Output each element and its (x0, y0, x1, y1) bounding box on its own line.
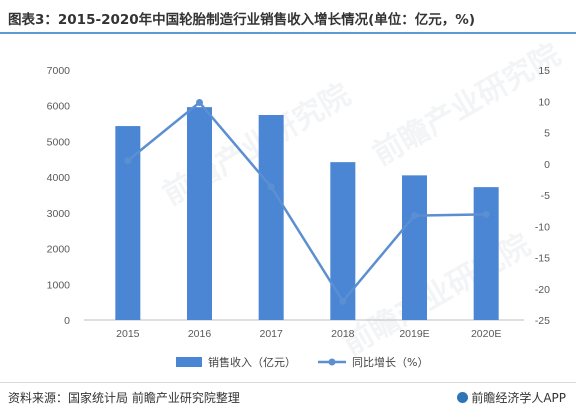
left-axis-tick-label: 6000 (47, 101, 71, 113)
bar-sales-revenue (330, 162, 356, 320)
right-axis-tick-label: -10 (535, 221, 550, 233)
x-axis-tick-label: 2018 (331, 328, 355, 340)
x-axis-tick-label: 2016 (188, 328, 212, 340)
bar-sales-revenue (258, 115, 284, 320)
footer-divider (0, 382, 576, 383)
chart-title: 图表3：2015-2020年中国轮胎制造行业销售收入增长情况(单位：亿元，%) (8, 12, 476, 28)
left-axis-tick-label: 3000 (47, 208, 71, 220)
title-underline (0, 32, 576, 34)
right-axis-tick-label: 0 (544, 159, 550, 171)
legend-line-marker (328, 358, 336, 366)
x-axis-tick-label: 2015 (116, 328, 140, 340)
left-axis-tick-label: 0 (64, 315, 70, 327)
brand-credit: 前瞻经济学人APP (457, 389, 566, 406)
right-axis-tick-label: 15 (538, 65, 550, 77)
bar-sales-revenue (115, 126, 141, 320)
right-axis-tick-label: -25 (535, 315, 550, 327)
brand-logo-icon (457, 392, 469, 403)
bar-sales-revenue (473, 187, 499, 320)
growth-rate-point (339, 297, 347, 305)
growth-rate-point (196, 99, 203, 106)
left-axis-tick-label: 1000 (47, 279, 71, 291)
left-axis-tick-label: 7000 (47, 65, 71, 77)
right-axis-tick-label: -20 (535, 284, 550, 296)
legend-bar-swatch (176, 357, 202, 367)
x-axis-tick-label: 2019E (399, 328, 429, 340)
right-axis-tick-label: 5 (544, 128, 550, 140)
bar-sales-revenue (402, 175, 427, 320)
source-note: 资料来源：国家统计局 前瞻产业研究院整理 (8, 391, 240, 405)
growth-rate-line (127, 100, 487, 304)
growth-rate-point (482, 210, 490, 218)
left-axis-tick-label: 5000 (47, 136, 71, 148)
x-axis-tick-label: 2017 (259, 328, 283, 340)
legend-line-label: 同比增长（%） (352, 355, 428, 369)
growth-rate-point (411, 212, 418, 220)
left-axis-tick-label: 4000 (47, 172, 71, 184)
right-axis-tick-label: -5 (541, 190, 550, 202)
right-axis-tick-label: -15 (535, 253, 550, 265)
growth-rate-point (124, 157, 132, 165)
growth-rate-point (267, 183, 275, 191)
legend-bar-label: 销售收入（亿元） (208, 355, 296, 369)
x-axis-tick-label: 2020E (471, 328, 501, 340)
right-axis-tick-label: 10 (538, 96, 550, 108)
bar-sales-revenue (187, 107, 212, 321)
left-axis-tick-label: 2000 (47, 244, 71, 256)
brand-name: 前瞻经济学人APP (471, 391, 566, 405)
